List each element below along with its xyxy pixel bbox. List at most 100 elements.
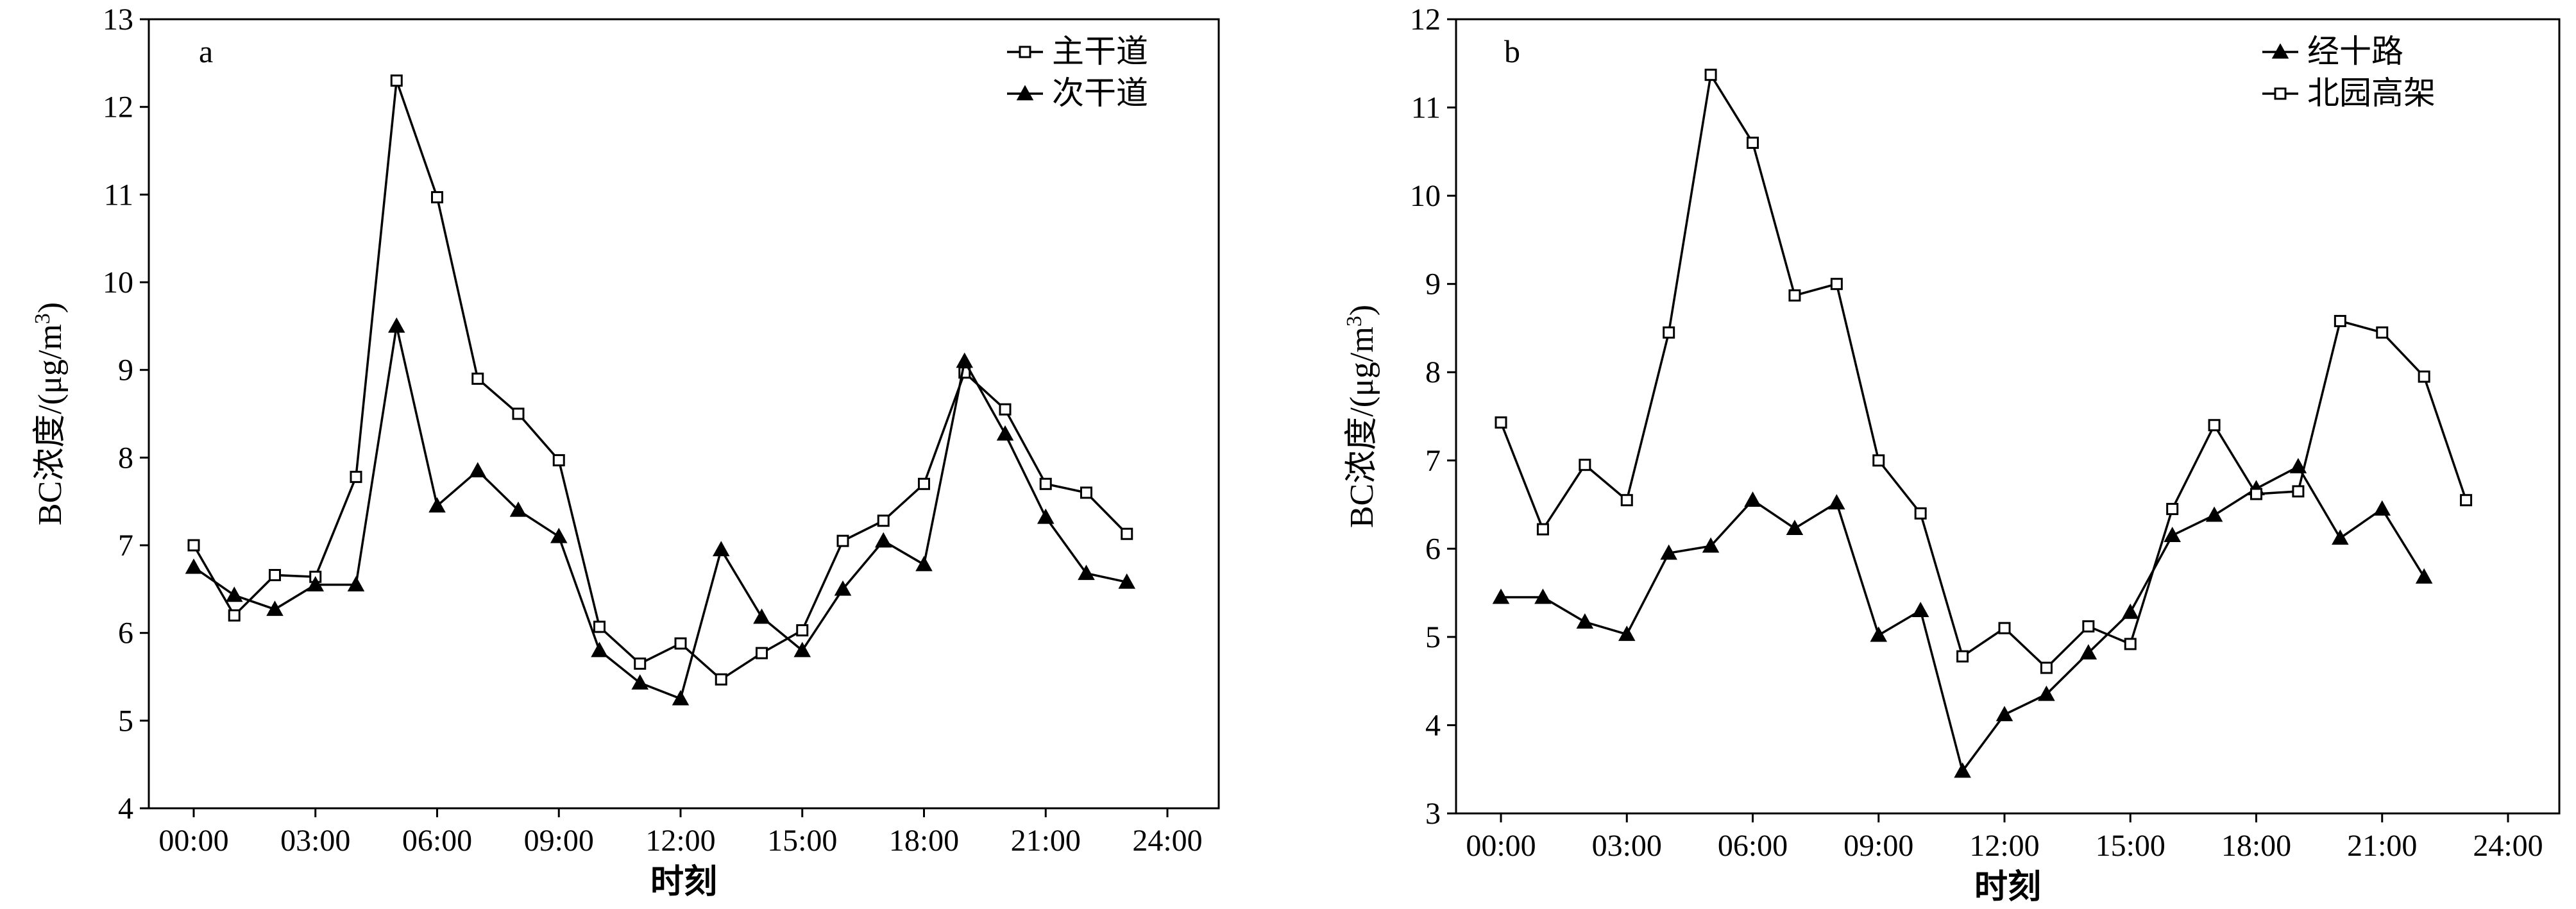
data-point-0-7	[1786, 520, 1804, 536]
x-tick-label: 21:00	[2347, 829, 2417, 863]
x-tick-label: 03:00	[1592, 829, 1662, 863]
data-point-0-14	[2080, 644, 2097, 659]
legend-label-1: 北园高架	[2307, 75, 2436, 111]
legend-marker-0	[2271, 43, 2289, 59]
data-point-1-11	[631, 674, 649, 690]
y-tick-label: 7	[1425, 444, 1441, 478]
data-point-1-17	[874, 532, 892, 548]
y-tick-label: 10	[103, 266, 133, 300]
data-point-1-4	[1663, 326, 1675, 339]
y-tick-label: 5	[118, 704, 133, 738]
data-point-1-3	[1620, 494, 1633, 507]
data-point-1-23	[2460, 494, 2473, 507]
data-point-0-17	[2205, 506, 2223, 522]
data-point-0-1	[228, 609, 241, 622]
x-tick-label: 03:00	[280, 824, 350, 858]
data-point-0-22	[2415, 568, 2433, 584]
data-point-0-0	[187, 539, 200, 552]
data-point-1-1	[1536, 523, 1549, 536]
x-tick-label: 18:00	[889, 824, 959, 858]
data-point-0-0	[1492, 588, 1510, 604]
panel-letter: b	[1504, 33, 1520, 69]
data-point-0-19	[2289, 457, 2307, 473]
data-point-1-10	[1914, 507, 1927, 520]
y-tick-label: 11	[104, 178, 133, 212]
data-point-0-9	[552, 454, 565, 466]
y-tick-label: 8	[1425, 355, 1441, 389]
data-point-1-23	[1118, 573, 1136, 589]
data-point-1-1	[225, 586, 243, 602]
data-point-1-20	[2334, 314, 2346, 327]
data-point-0-18	[918, 477, 930, 490]
y-tick-label: 9	[118, 353, 133, 387]
y-tick-label: 11	[1411, 91, 1441, 125]
x-tick-label: 21:00	[1011, 824, 1081, 858]
x-tick-label: 12:00	[645, 824, 715, 858]
data-point-1-16	[834, 580, 852, 596]
series-line-0	[192, 80, 1128, 681]
data-point-0-16	[2164, 527, 2181, 543]
x-tick-label: 24:00	[2473, 829, 2543, 863]
data-point-1-14	[2082, 620, 2095, 633]
data-point-1-9	[1872, 454, 1885, 467]
data-point-1-18	[2250, 488, 2262, 500]
data-point-1-21	[1037, 508, 1055, 524]
data-point-1-19	[2292, 485, 2305, 498]
x-tick-label: 24:00	[1132, 824, 1202, 858]
data-point-0-9	[1870, 626, 1888, 642]
series-line-0	[1501, 465, 2425, 774]
y-tick-label: 12	[103, 90, 133, 124]
y-tick-label: 8	[118, 441, 133, 475]
data-point-0-21	[2373, 500, 2391, 516]
data-point-1-9	[550, 527, 568, 543]
data-point-1-5	[1704, 69, 1717, 81]
y-tick-label: 5	[1425, 620, 1441, 654]
panel-letter: a	[199, 33, 213, 69]
data-point-0-20	[2332, 529, 2349, 545]
y-tick-label: 6	[118, 616, 133, 650]
data-point-1-13	[712, 541, 730, 557]
data-point-0-21	[1039, 477, 1052, 490]
y-tick-label: 4	[1425, 708, 1441, 742]
series-line-1	[1500, 71, 2468, 670]
x-tick-label: 15:00	[767, 824, 837, 858]
y-tick-label: 4	[118, 792, 133, 826]
data-point-1-13	[2040, 661, 2053, 674]
data-point-1-12	[672, 690, 690, 706]
data-point-0-22	[1080, 486, 1092, 499]
data-point-0-7	[471, 372, 484, 385]
data-point-1-2	[266, 600, 284, 616]
data-point-1-7	[469, 462, 487, 478]
y-tick-label: 6	[1425, 532, 1441, 566]
chart-panel-b: 3 4 5 6 7 8 9 10 11 12 00:00 03:00 06:00 09:00 12:00 15…	[1343, 3, 2561, 906]
data-point-0-12	[674, 637, 687, 650]
data-point-0-11	[1954, 762, 1971, 778]
data-point-1-4	[347, 575, 365, 591]
data-point-1-21	[2376, 326, 2389, 339]
data-point-1-17	[2208, 419, 2221, 432]
data-point-1-7	[1788, 289, 1801, 302]
y-tick-label: 12	[1410, 3, 1441, 37]
x-tick-label: 06:00	[402, 824, 472, 858]
data-point-0-6	[1744, 491, 1761, 507]
data-point-0-2	[1576, 613, 1594, 629]
x-tick-label: 18:00	[2221, 829, 2291, 863]
x-axis-label: 时刻	[1974, 869, 2041, 906]
x-tick-label: 00:00	[1466, 829, 1536, 863]
data-point-1-0	[185, 558, 203, 574]
data-point-1-8	[509, 501, 527, 517]
y-tick-label: 10	[1410, 179, 1441, 213]
data-point-0-14	[756, 647, 768, 659]
data-point-1-22	[1078, 565, 1095, 581]
y-tick-label: 13	[103, 3, 133, 37]
data-point-0-11	[634, 658, 647, 670]
x-tick-label: 09:00	[524, 824, 594, 858]
data-point-0-15	[796, 624, 809, 637]
data-point-0-13	[2038, 685, 2055, 701]
data-point-0-4	[350, 470, 362, 483]
data-point-0-8	[1828, 494, 1845, 510]
data-point-1-8	[1830, 278, 1843, 291]
data-point-0-5	[390, 74, 403, 87]
data-point-1-16	[2166, 502, 2179, 515]
